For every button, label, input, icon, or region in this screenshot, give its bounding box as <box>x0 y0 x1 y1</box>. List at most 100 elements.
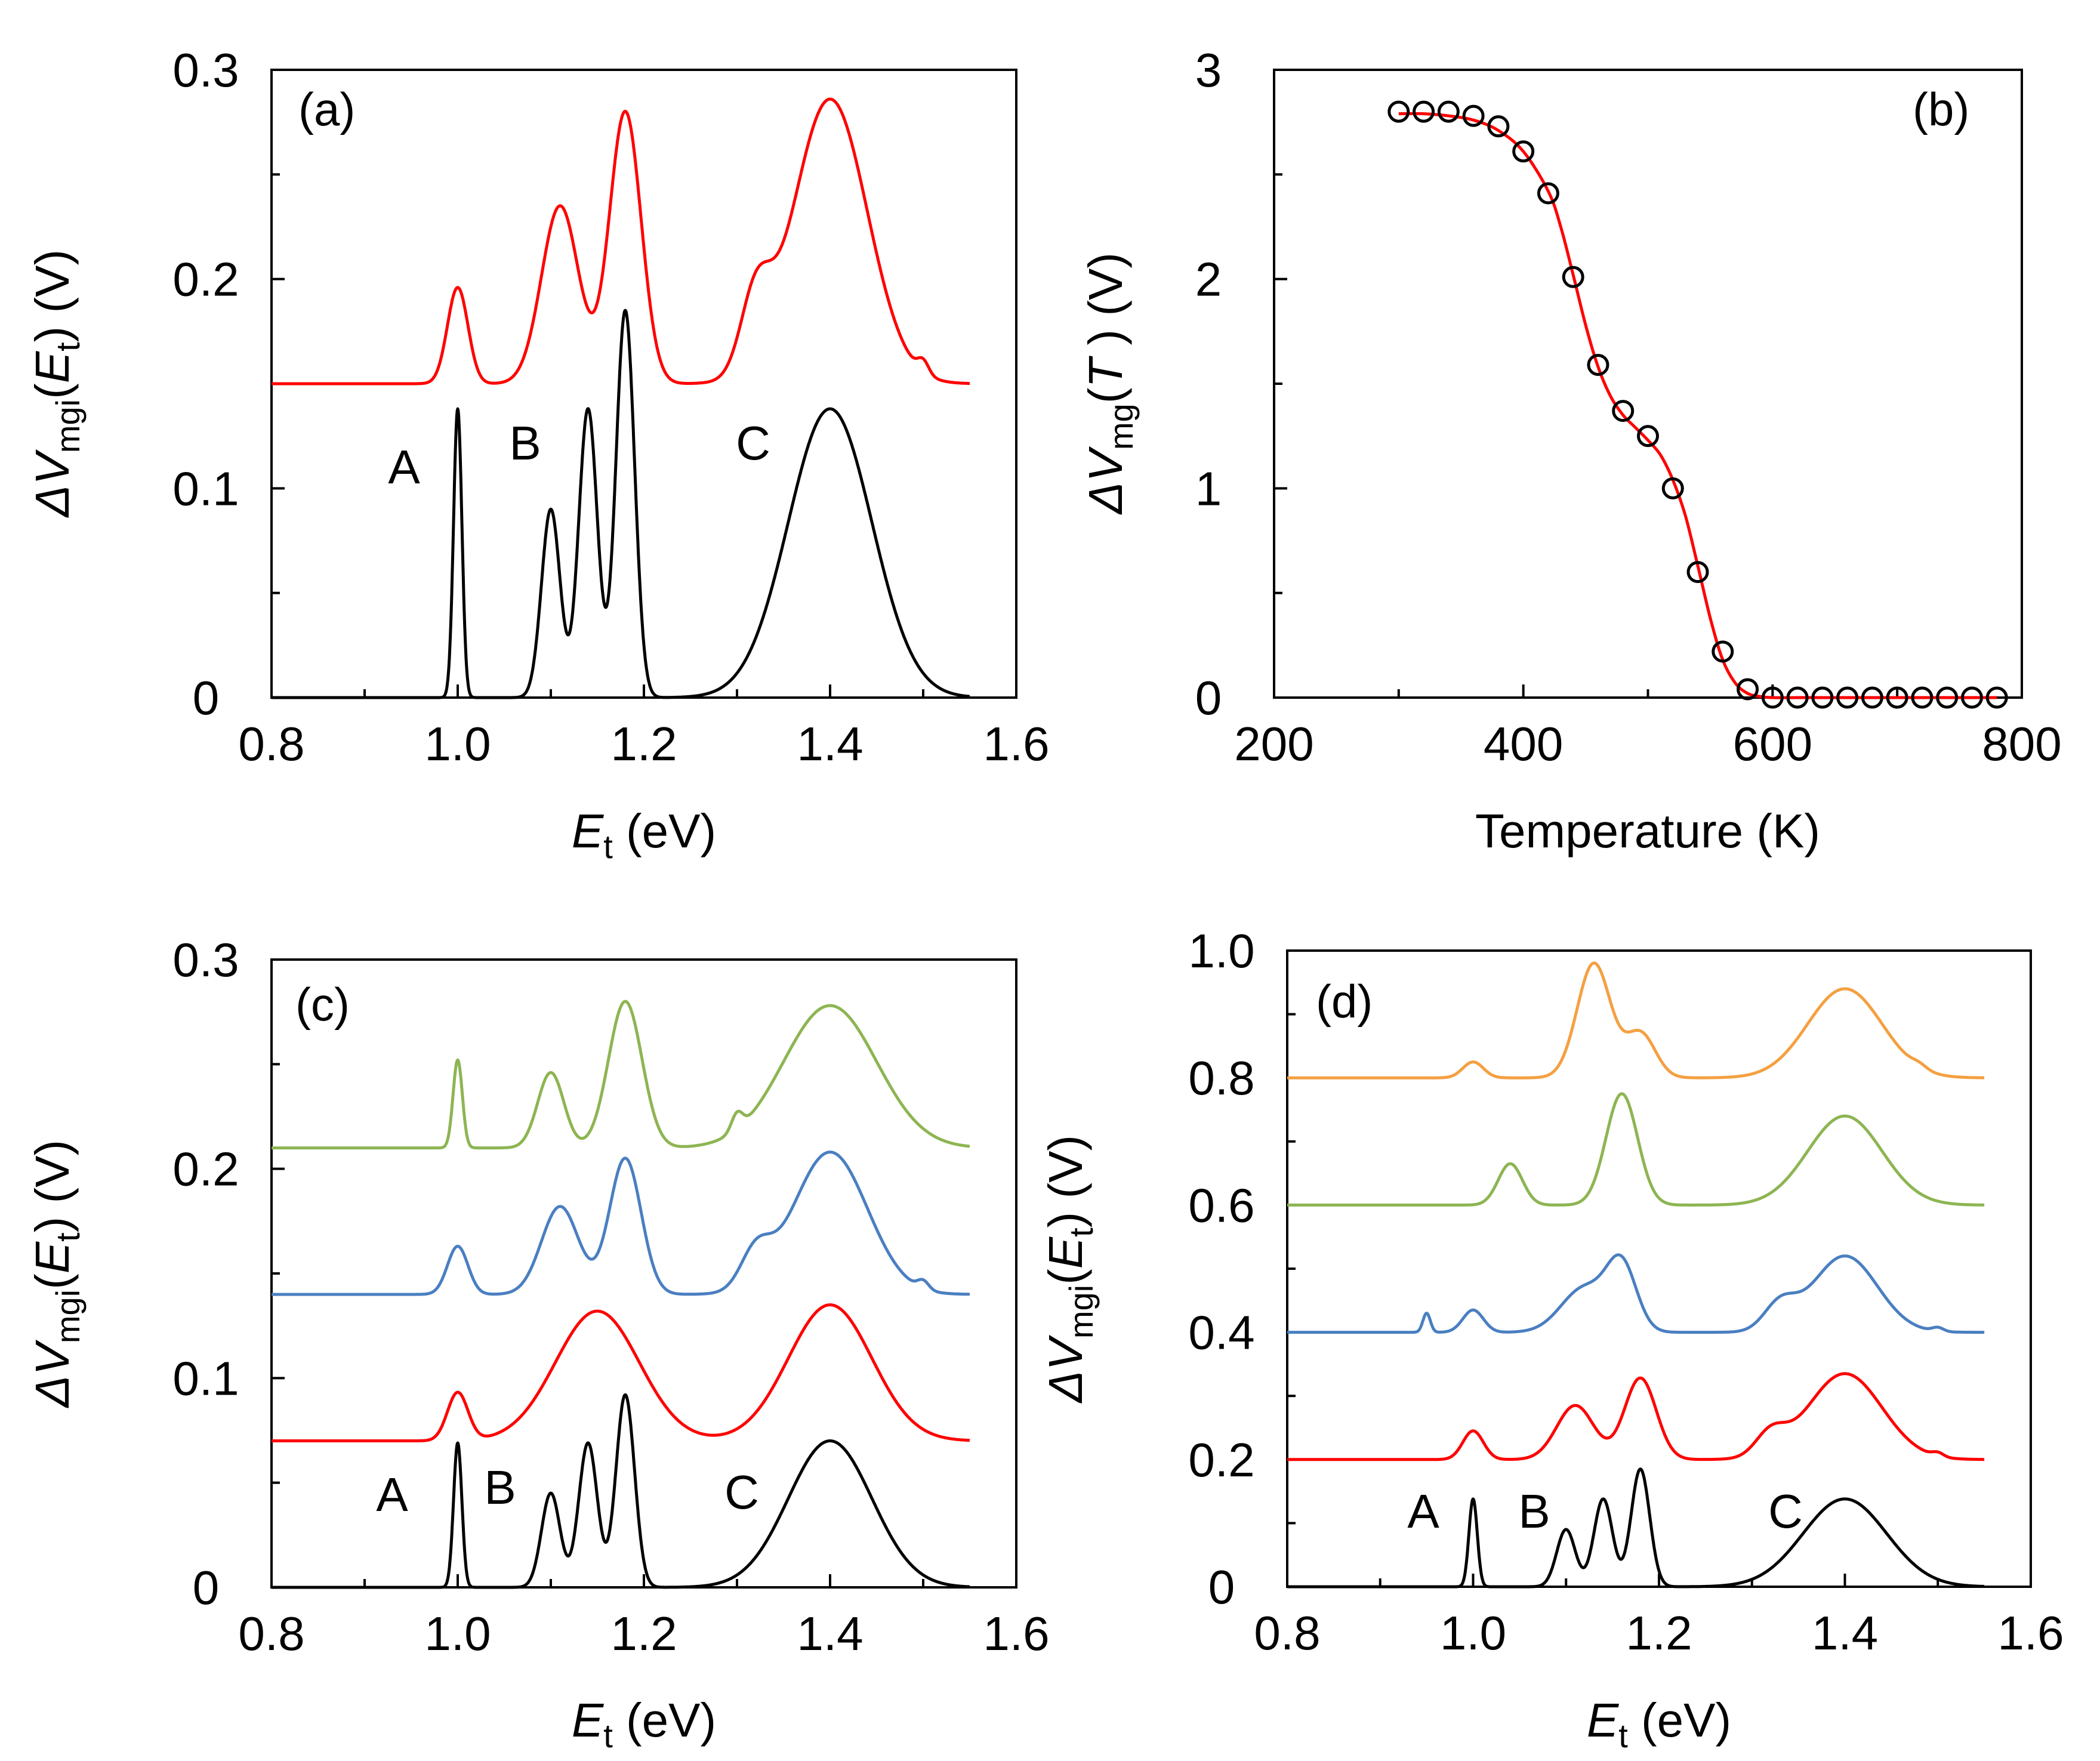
y-tick-label: 1 <box>1195 462 1222 515</box>
y-tick-label: 0.3 <box>172 44 239 97</box>
paren-close: ) <box>1079 329 1132 359</box>
y-tick-label: 0.1 <box>172 1352 239 1405</box>
x-tick-label: 0.8 <box>238 717 304 770</box>
series-line-assumed-trap-distribution <box>270 1393 971 1589</box>
panel-d: 0.8 1.0 1.2 1.4 1.600.20.40.60.81.0 (d) A B … <box>1039 924 2064 1754</box>
panel-d-frame <box>1286 949 2032 1588</box>
series-line-red <box>1286 1372 1985 1461</box>
units-v: (V) <box>26 249 79 326</box>
panel-b: 200 400 600 800 0 1 2 3 (b) ΔVmg(T ) (V) Temper… <box>1079 44 2062 858</box>
series-line-assumed-trap-distribution <box>1286 1467 1985 1589</box>
data-point <box>1861 686 1883 709</box>
peak-b-label: B <box>1518 1485 1550 1538</box>
paren-open: ( <box>26 1273 79 1290</box>
x-tick-label: 400 <box>1484 717 1563 770</box>
panel-a-plot-area: 0.8 1.0 1.2 1.4 1.6 0 0.1 0.2 0.3 <box>172 44 1049 770</box>
data-point <box>1612 400 1635 422</box>
series-line-green <box>1286 1092 1985 1207</box>
subscript-mgi: mgi <box>1062 1285 1100 1339</box>
t-letter: T <box>1079 356 1132 388</box>
x-tick-label: 1.0 <box>424 1607 491 1660</box>
units-ev: (eV) <box>613 1694 716 1747</box>
y-tick-label: 3 <box>1195 44 1222 97</box>
fit-line <box>1398 112 1997 699</box>
e-letter: E <box>26 1241 79 1273</box>
series-line-blue <box>1286 1253 1985 1334</box>
data-point <box>1487 115 1510 138</box>
x-tick-label: 0.8 <box>238 1607 304 1660</box>
peak-a-label: A <box>1407 1485 1439 1538</box>
panel-a-x-axis-title: Et (eV) <box>572 804 716 865</box>
x-tick-label: 1.4 <box>1812 1606 1878 1660</box>
subscript-t: t <box>1062 1228 1100 1237</box>
subscript-t: t <box>1618 1717 1628 1754</box>
paren-close: ) <box>26 326 79 343</box>
data-point <box>1512 140 1535 163</box>
y-tick-label: 0.2 <box>1188 1433 1254 1486</box>
series-line-red <box>270 1303 971 1442</box>
y-tick-label: 0 <box>193 1561 220 1614</box>
y-tick-label: 0 <box>1195 671 1222 724</box>
svg-text:ΔVmgi(Et) (V): ΔVmgi(Et) (V) <box>26 1140 87 1408</box>
paren-open: ( <box>1039 1269 1092 1285</box>
series-line-assumed-trap-distribution <box>270 309 971 699</box>
series-line-orange <box>1286 961 1985 1080</box>
units-v: (V) <box>26 1140 79 1217</box>
panel-d-plot-area: 0.8 1.0 1.2 1.4 1.6 0 0.2 0.4 0.6 0.8 1.0 <box>1188 924 2064 1660</box>
subscript-t: t <box>49 342 87 351</box>
x-tick-label: 1.0 <box>424 717 491 770</box>
data-point <box>1786 686 1809 709</box>
peak-c-label: C <box>736 417 770 470</box>
y-tick-label: 2 <box>1195 253 1222 306</box>
x-tick-label: 1.6 <box>983 1607 1049 1660</box>
data-point <box>1836 686 1859 709</box>
y-tick-label: 1.0 <box>1188 924 1254 977</box>
panel-d-x-axis-title: Et (eV) <box>1587 1694 1731 1754</box>
subscript-mgi: mgi <box>49 399 87 453</box>
data-point <box>1936 686 1959 709</box>
v-letter: V <box>1039 1335 1092 1371</box>
svg-text:ΔVmgi(Et) (V): ΔVmgi(Et) (V) <box>1039 1135 1100 1404</box>
units-v: (V) <box>1039 1135 1092 1212</box>
x-tick-label: 1.4 <box>797 1607 863 1660</box>
panel-d-label: (d) <box>1316 975 1373 1028</box>
data-point <box>1537 182 1559 205</box>
svg-text:ΔVmgi(Et) (V): ΔVmgi(Et) (V) <box>26 249 87 518</box>
panel-a-y-axis-title: ΔVmgi(Et) (V) <box>26 249 87 518</box>
panel-b-frame <box>1273 69 2023 699</box>
data-point <box>1911 686 1934 709</box>
peak-c-label: C <box>1768 1485 1803 1538</box>
data-point <box>1413 100 1435 123</box>
e-letter: E <box>572 1694 605 1747</box>
panel-c-x-axis-title: Et (eV) <box>572 1694 716 1754</box>
e-letter: E <box>572 804 605 858</box>
y-tick-label: 0.1 <box>172 462 239 515</box>
subscript-t: t <box>49 1232 87 1242</box>
units-ev: (eV) <box>1628 1694 1731 1747</box>
y-tick-label: 0 <box>193 671 220 724</box>
delta-symbol: Δ <box>1039 1371 1092 1404</box>
peak-b-label: B <box>484 1461 516 1514</box>
data-point <box>1886 686 1908 709</box>
paren-open: ( <box>26 383 79 399</box>
data-point <box>1437 100 1460 123</box>
panel-b-y-axis-title: ΔVmg(T ) (V) <box>1079 252 1140 515</box>
delta-symbol: Δ <box>26 1376 79 1409</box>
delta-symbol: Δ <box>26 485 79 519</box>
data-point <box>1637 425 1659 448</box>
peak-a-label: A <box>376 1468 408 1521</box>
x-tick-label: 1.2 <box>610 717 677 770</box>
units-v: (V) <box>1079 252 1132 329</box>
series-line-green <box>270 1000 971 1150</box>
subscript-t: t <box>603 828 613 865</box>
y-tick-label: 0 <box>1208 1560 1235 1614</box>
y-tick-label: 0.2 <box>172 253 239 306</box>
x-tick-label: 1.4 <box>797 717 863 770</box>
data-point <box>1761 686 1784 709</box>
e-letter: E <box>1039 1236 1092 1269</box>
y-tick-label: 0.2 <box>172 1143 239 1196</box>
y-tick-label: 0.4 <box>1188 1306 1254 1359</box>
data-point <box>1387 100 1410 123</box>
peak-a-label: A <box>388 440 420 494</box>
y-tick-label: 0.6 <box>1188 1179 1254 1232</box>
